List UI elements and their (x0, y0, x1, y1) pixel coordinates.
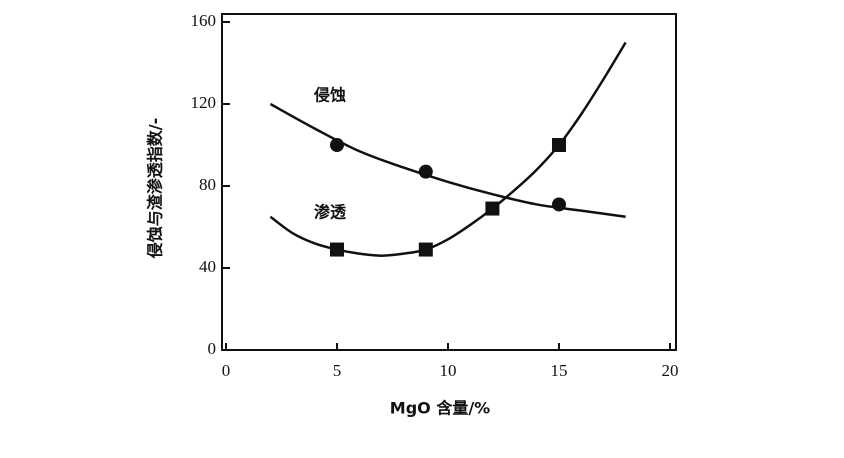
y-tick-label: 80 (199, 175, 216, 194)
fit-curve (269, 102, 626, 218)
x-tick-label: 0 (222, 361, 231, 380)
y-tick-label: 0 (208, 339, 217, 358)
x-axis-label: MgO 含量/% (390, 399, 490, 418)
y-axis-label: 侵蚀与渣渗透指数/- (146, 118, 165, 260)
square-marker (330, 242, 344, 257)
circle-marker (418, 164, 433, 179)
x-tick-label: 10 (440, 361, 457, 380)
y-tick-label: 40 (199, 257, 216, 276)
square-marker (418, 242, 433, 257)
square-marker (485, 201, 500, 216)
x-tick-label: 20 (662, 361, 679, 380)
x-tick-label: 15 (551, 361, 568, 380)
y-tick-label: 120 (191, 93, 217, 112)
curve-annotation: 侵蚀 (313, 86, 346, 105)
curve-annotation: 渗透 (314, 203, 347, 222)
square-marker (552, 138, 566, 152)
fit-curve (269, 41, 627, 257)
circle-marker (552, 197, 566, 212)
circle-marker (330, 138, 344, 152)
y-tick-label: 160 (191, 11, 217, 30)
x-tick-label: 5 (333, 361, 342, 380)
